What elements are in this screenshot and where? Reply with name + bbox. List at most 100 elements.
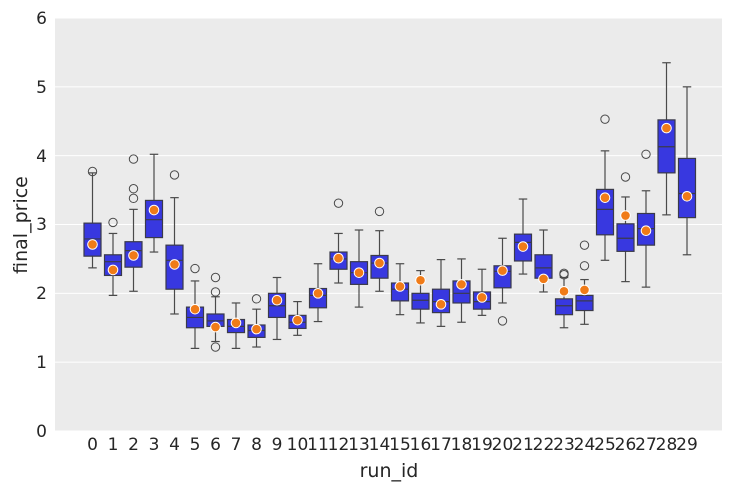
outlier-point xyxy=(128,184,139,194)
mean-marker xyxy=(435,299,447,310)
x-tick-label: 6 xyxy=(210,435,221,455)
box-group xyxy=(554,268,574,329)
mean-marker xyxy=(107,264,119,276)
mean-marker xyxy=(681,190,693,202)
mean-marker xyxy=(497,265,508,276)
x-tick-label: 24 xyxy=(574,435,596,455)
grid-lines xyxy=(55,17,722,432)
mean-marker xyxy=(476,292,488,303)
outlier-point xyxy=(210,272,221,283)
box-group xyxy=(493,237,512,326)
mean-marker xyxy=(558,285,570,297)
box-group xyxy=(103,217,123,296)
x-tick-label: 27 xyxy=(635,435,657,455)
x-tick-label: 14 xyxy=(369,435,391,455)
outlier-point xyxy=(251,294,262,304)
outlier-point xyxy=(128,154,139,164)
box-group xyxy=(411,270,430,324)
outlier-point xyxy=(579,261,590,271)
x-tick-label: 13 xyxy=(348,435,370,455)
mean-marker xyxy=(538,273,549,285)
box-group xyxy=(288,300,307,336)
box-group xyxy=(370,206,389,292)
outlier-point xyxy=(600,114,610,124)
mean-marker xyxy=(517,241,529,252)
x-tick-label: 2 xyxy=(128,435,139,455)
outlier-point xyxy=(210,287,221,297)
mean-marker xyxy=(230,317,242,329)
box-group xyxy=(595,114,615,261)
box-group xyxy=(185,263,205,349)
box-group xyxy=(677,86,697,256)
box-group xyxy=(349,229,369,308)
y-tick-label: 4 xyxy=(36,147,47,167)
x-tick-label: 28 xyxy=(656,435,678,455)
y-tick-label: 1 xyxy=(36,353,47,373)
mean-marker xyxy=(374,257,385,269)
box xyxy=(575,294,594,312)
mean-marker xyxy=(456,279,467,290)
box-group xyxy=(575,240,594,325)
box-group xyxy=(472,268,492,316)
mean-marker xyxy=(579,284,590,296)
box xyxy=(677,157,697,219)
mean-marker xyxy=(333,252,344,264)
x-tick-label: 22 xyxy=(533,435,555,455)
mean-marker xyxy=(599,192,611,203)
box-group xyxy=(657,62,676,216)
outlier-point xyxy=(108,217,118,228)
box-group xyxy=(534,229,553,293)
y-tick-label: 2 xyxy=(36,284,47,304)
mean-marker xyxy=(251,323,262,335)
outlier-point xyxy=(559,268,569,279)
outlier-point xyxy=(210,342,221,352)
x-tick-label: 4 xyxy=(169,435,180,455)
box xyxy=(554,298,574,316)
mean-marker xyxy=(312,288,324,299)
outlier-point xyxy=(641,149,651,159)
x-tick-labels: 0 1 2 3 4 5 6 7 8 9 101112131415161718192021222324… xyxy=(87,435,698,455)
y-axis-label: final_price xyxy=(10,176,32,274)
x-tick-label: 12 xyxy=(328,435,350,455)
outlier-point xyxy=(190,263,200,274)
x-tick-label: 7 xyxy=(231,435,242,455)
mean-marker xyxy=(128,250,139,261)
x-tick-label: 21 xyxy=(512,435,534,455)
x-tick-label: 18 xyxy=(451,435,473,455)
outlier-point xyxy=(333,198,344,208)
x-tick-label: 29 xyxy=(676,435,698,455)
mean-marker xyxy=(189,303,201,315)
mean-marker xyxy=(210,321,221,333)
box-group xyxy=(206,272,225,352)
box xyxy=(411,292,430,310)
box-group xyxy=(329,198,348,284)
mean-marker xyxy=(661,122,672,134)
box-group xyxy=(165,170,184,315)
boxes xyxy=(83,62,697,352)
mean-marker xyxy=(169,259,180,270)
box-group xyxy=(124,154,143,292)
box-group xyxy=(616,172,635,283)
box-group xyxy=(144,153,164,253)
x-tick-label: 17 xyxy=(430,435,452,455)
y-tick-label: 3 xyxy=(36,215,47,235)
x-tick-label: 3 xyxy=(149,435,160,455)
box-group xyxy=(513,198,533,275)
x-tick-label: 20 xyxy=(492,435,514,455)
x-tick-label: 25 xyxy=(594,435,616,455)
box xyxy=(616,223,635,252)
x-tick-label: 5 xyxy=(190,435,201,455)
outlier-point xyxy=(374,206,385,217)
y-tick-label: 6 xyxy=(36,9,47,29)
outlier-point xyxy=(87,166,98,177)
box-group xyxy=(390,263,410,316)
mean-marker xyxy=(394,281,406,292)
x-tick-label: 1 xyxy=(108,435,119,455)
x-tick-label: 15 xyxy=(389,435,411,455)
x-tick-label: 10 xyxy=(287,435,309,455)
y-tick-labels: 0 1 2 3 4 5 6 xyxy=(36,9,47,442)
mean-marker xyxy=(87,239,98,250)
mean-marker xyxy=(415,274,426,286)
box-group xyxy=(308,263,328,323)
